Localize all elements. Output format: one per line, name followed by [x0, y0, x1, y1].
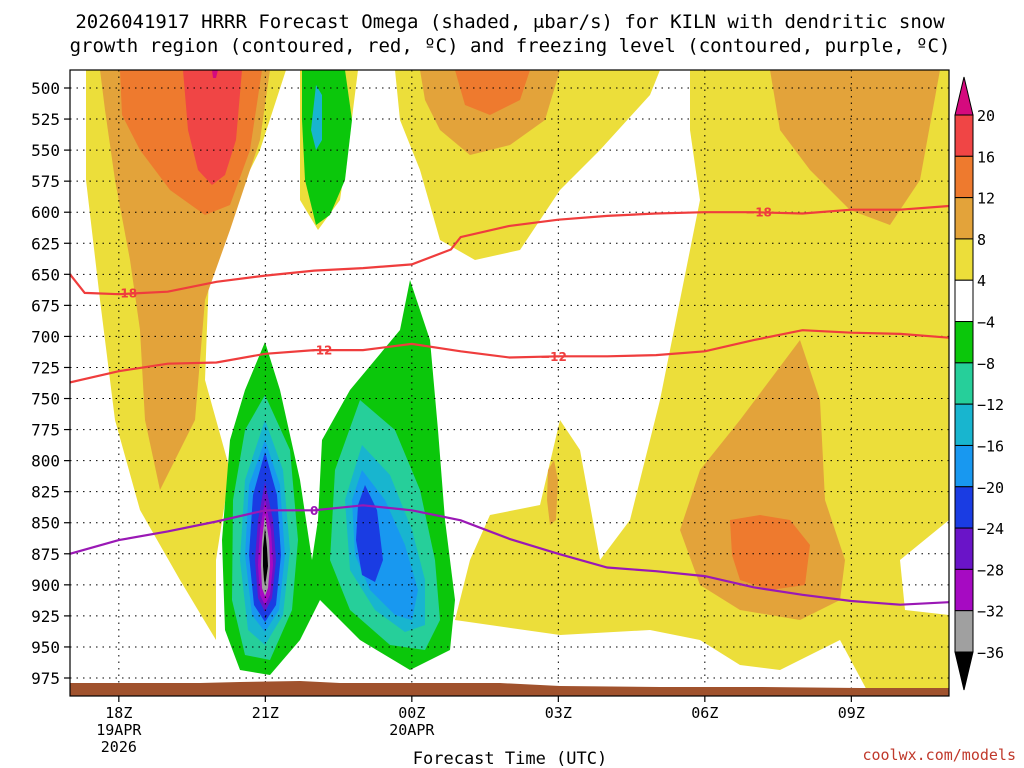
isotherm-contours: −18 −18 −12 −12 0 — [70, 204, 949, 606]
y-tick-label: 600 — [31, 203, 60, 222]
omega-shade-positive-20 — [212, 70, 218, 78]
y-axis: 500 525 550 575 600 625 650 675 700 725 750 775 800 8… — [31, 79, 70, 688]
y-tick-label: 675 — [31, 296, 60, 315]
y-tick-label: 650 — [31, 265, 60, 284]
omega-shade-negative-12 — [311, 85, 322, 150]
isotherm-label: −18 — [110, 286, 137, 300]
omega-shade-positive-8 — [770, 70, 940, 225]
colorbar-swatch — [954, 568, 974, 612]
colorbar-swatch — [954, 362, 974, 405]
y-tick-label: 950 — [31, 638, 60, 657]
colorbar-swatch — [954, 279, 974, 323]
colorbar-label: 8 — [977, 231, 986, 249]
y-tick-label: 800 — [31, 452, 60, 471]
isotherm-line — [70, 204, 949, 296]
omega-shade-positive-8 — [547, 460, 558, 525]
y-tick-label: 625 — [31, 234, 60, 253]
y-tick-label: 900 — [31, 576, 60, 595]
isotherm-line — [70, 504, 949, 606]
colorbar-label: −20 — [977, 479, 1004, 497]
colorbar-label: 4 — [977, 272, 986, 290]
omega-shade-positive-16 — [183, 70, 242, 185]
colorbar-label: 20 — [977, 107, 995, 125]
y-tick-label: 700 — [31, 327, 60, 346]
x-tick-date: 20APR — [389, 721, 435, 739]
colorbar-label: −32 — [977, 603, 1004, 621]
colorbar: 20 16 12 8 4 −4 −8 −12 −16 −20 −24 −28 −32 −36 — [954, 76, 1004, 691]
y-tick-label: 525 — [31, 110, 60, 129]
colorbar-swatch — [954, 197, 974, 240]
omega-shade-negative-36 — [263, 528, 268, 585]
terrain-ground — [70, 681, 949, 696]
y-tick-label: 500 — [31, 79, 60, 98]
colorbar-swatch-top — [954, 76, 974, 116]
x-tick-label: 06Z — [691, 704, 718, 722]
y-tick-label: 925 — [31, 607, 60, 626]
y-tick-label: 825 — [31, 483, 60, 502]
x-tick-date: 19APR — [96, 721, 142, 739]
y-tick-label: 875 — [31, 545, 60, 564]
y-tick-label: 575 — [31, 172, 60, 191]
colorbar-swatch-bottom — [954, 651, 974, 691]
isotherm-label: 0 — [310, 504, 318, 518]
colorbar-swatch — [954, 114, 974, 157]
isotherm-label: −12 — [306, 344, 333, 358]
credit-text: coolwx.com/models — [862, 746, 1016, 764]
colorbar-label: −12 — [977, 396, 1004, 414]
x-axis-title: Forecast Time (UTC) — [413, 749, 607, 768]
colorbar-swatch — [954, 321, 974, 364]
isotherm-label: −12 — [540, 350, 567, 364]
omega-shade-positive-12 — [730, 515, 810, 590]
colorbar-swatch — [954, 155, 974, 199]
isotherm-line — [70, 329, 949, 384]
colorbar-swatch — [954, 610, 974, 653]
plot-frame — [69, 69, 950, 697]
chart-title-line2: growth region (contoured, red, ºC) and f… — [70, 35, 951, 57]
colorbar-label: −28 — [977, 561, 1004, 579]
y-tick-label: 850 — [31, 514, 60, 533]
omega-shade-negative-20 — [356, 485, 383, 582]
y-tick-label: 750 — [31, 390, 60, 409]
colorbar-swatch — [954, 527, 974, 570]
x-tick-label: 18Z — [105, 704, 132, 722]
colorbar-swatch — [954, 486, 974, 529]
colorbar-label: −24 — [977, 520, 1004, 538]
colorbar-swatch — [954, 238, 974, 281]
omega-shade-positive-12 — [455, 70, 530, 115]
colorbar-label: −4 — [977, 314, 995, 332]
colorbar-swatch — [954, 444, 974, 488]
colorbar-label: −8 — [977, 355, 995, 373]
colorbar-label: −36 — [977, 644, 1004, 662]
isotherm-label: −18 — [745, 206, 772, 220]
y-tick-label: 725 — [31, 358, 60, 377]
colorbar-label: −16 — [977, 437, 1004, 455]
grid-lines — [70, 70, 949, 696]
plot-area: −18 −18 −12 −12 0 — [70, 70, 949, 696]
x-tick-label: 03Z — [545, 704, 572, 722]
y-tick-label: 550 — [31, 141, 60, 160]
x-tick-label: 21Z — [252, 704, 279, 722]
chart-title-line1: 2026041917 HRRR Forecast Omega (shaded, … — [75, 11, 945, 33]
colorbar-label: 16 — [977, 148, 995, 166]
x-tick-label: 09Z — [838, 704, 865, 722]
y-tick-label: 975 — [31, 669, 60, 688]
y-tick-label: 775 — [31, 421, 60, 440]
x-tick-year: 2026 — [101, 738, 137, 756]
colorbar-label: 12 — [977, 190, 995, 208]
x-tick-label: 00Z — [398, 704, 425, 722]
colorbar-swatch — [954, 403, 974, 446]
